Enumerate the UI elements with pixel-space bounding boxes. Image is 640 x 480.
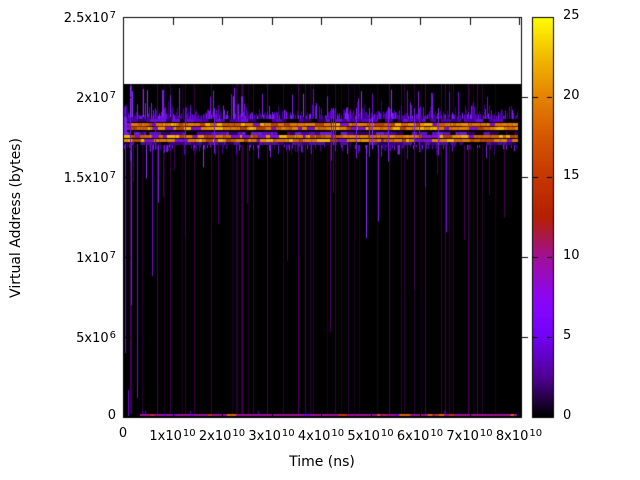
x-tick-label: 4x1010: [297, 428, 345, 444]
colorbar-tick-label: 0: [563, 408, 572, 423]
y-tick-label: 1.5x107: [63, 170, 116, 186]
y-axis-label: Virtual Address (bytes): [8, 138, 24, 298]
x-tick-label: 5x1010: [347, 428, 394, 444]
colorbar-tick-label: 15: [563, 168, 580, 183]
x-tick-label: 0: [118, 426, 128, 441]
y-tick-label: 1x107: [76, 250, 116, 266]
x-tick-label: 2x1010: [198, 428, 246, 444]
colorbar-tick-label: 10: [563, 248, 580, 263]
y-tick-label: 2x107: [76, 90, 116, 106]
y-tick-label: 2.5x107: [63, 10, 116, 26]
x-tick-label: 7x1010: [446, 428, 493, 444]
x-tick-label: 6x1010: [396, 428, 444, 444]
colorbar-tick-label: 5: [563, 328, 572, 343]
y-tick-label: 0: [107, 408, 116, 423]
colorbar-tick-label: 20: [563, 88, 580, 103]
x-tick-label: 1x1010: [149, 428, 196, 444]
y-tick-label: 5x106: [76, 330, 116, 346]
x-tick-label: 3x1010: [248, 428, 295, 444]
x-axis-label: Time (ns): [289, 454, 355, 470]
colorbar-tick-label: 25: [563, 8, 580, 23]
x-tick-label: 8x1010: [495, 428, 543, 444]
